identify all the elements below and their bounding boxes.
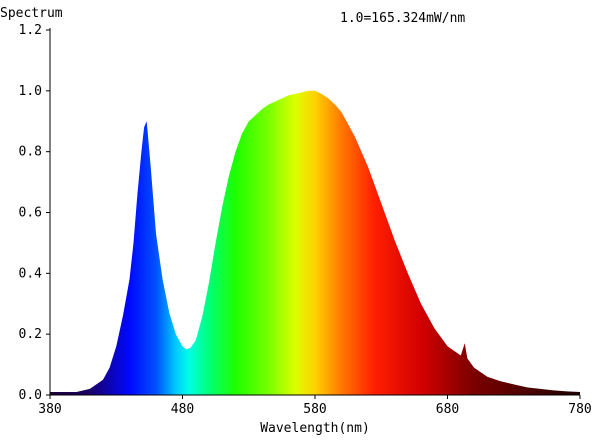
y-tick-label: 1.2 [19, 23, 42, 38]
y-tick-label: 0.2 [19, 327, 42, 342]
x-axis-title: Wavelength(nm) [260, 421, 370, 436]
spectrum-area [50, 90, 580, 396]
y-tick-label: 1.0 [19, 84, 42, 99]
x-tick-label: 580 [303, 402, 326, 417]
x-tick-label: 780 [568, 402, 591, 417]
scale-annotation: 1.0=165.324mW/nm [340, 11, 465, 26]
y-axis-title: Spectrum [0, 6, 63, 21]
x-tick-label: 680 [436, 402, 459, 417]
y-tick-label: 0.6 [19, 206, 42, 221]
y-tick-label: 0.0 [19, 388, 42, 403]
x-tick-label: 380 [38, 402, 61, 417]
y-tick-label: 0.4 [19, 266, 43, 281]
y-tick-label: 0.8 [19, 145, 42, 160]
x-tick-label: 480 [171, 402, 194, 417]
